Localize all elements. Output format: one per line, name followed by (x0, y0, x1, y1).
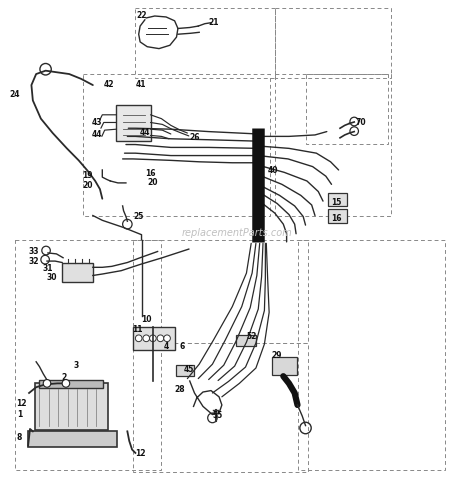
Bar (236, 336, 256, 346)
Bar (133, 240, 308, 343)
Circle shape (62, 380, 70, 387)
Bar (275, 75, 391, 216)
Text: 42: 42 (104, 80, 114, 89)
Text: 12: 12 (136, 448, 146, 457)
Text: 10: 10 (141, 314, 152, 324)
Text: replacementParts.com: replacementParts.com (182, 228, 292, 238)
Text: 44: 44 (140, 128, 151, 137)
Text: 20: 20 (82, 180, 93, 190)
Bar (28, 432, 117, 447)
Text: 19: 19 (82, 171, 93, 180)
Bar (175, 365, 193, 376)
Text: 1: 1 (17, 409, 22, 418)
Text: 4: 4 (163, 341, 168, 350)
Bar (62, 263, 93, 282)
Text: 6: 6 (179, 341, 184, 350)
Text: 8: 8 (17, 432, 22, 441)
Circle shape (157, 335, 164, 342)
Text: 3: 3 (73, 360, 79, 369)
Bar (117, 106, 151, 142)
Text: 16: 16 (145, 168, 155, 178)
Text: 44: 44 (92, 129, 102, 138)
Bar (133, 327, 174, 350)
Text: 33: 33 (29, 246, 39, 255)
Text: 12: 12 (16, 398, 27, 407)
Text: 16: 16 (331, 214, 342, 223)
Text: 24: 24 (9, 90, 19, 98)
Text: 40: 40 (268, 166, 278, 175)
Circle shape (150, 335, 156, 342)
Text: 22: 22 (137, 11, 147, 20)
Bar (15, 240, 161, 470)
Text: 29: 29 (272, 350, 282, 360)
Text: 32: 32 (29, 256, 39, 265)
Bar (83, 75, 270, 216)
Bar (39, 380, 103, 388)
Circle shape (143, 335, 150, 342)
Circle shape (43, 380, 51, 387)
Bar (299, 240, 445, 470)
Bar (275, 9, 391, 79)
Text: 21: 21 (209, 18, 219, 27)
Bar (328, 210, 346, 223)
Circle shape (164, 335, 170, 342)
Bar (136, 9, 275, 79)
Text: 26: 26 (190, 132, 200, 142)
Text: 15: 15 (331, 197, 342, 206)
Text: 45: 45 (184, 364, 194, 373)
Bar (328, 193, 346, 207)
Text: 25: 25 (133, 212, 144, 220)
Text: 11: 11 (132, 324, 143, 333)
Text: 43: 43 (92, 118, 102, 127)
Text: 55: 55 (212, 410, 223, 419)
Text: 28: 28 (174, 384, 185, 393)
Text: 52: 52 (246, 331, 257, 340)
Bar (273, 357, 297, 375)
Circle shape (136, 335, 142, 342)
Text: 70: 70 (355, 118, 366, 127)
Text: 41: 41 (136, 80, 146, 89)
Bar (306, 75, 388, 144)
Bar (133, 343, 308, 472)
Text: 31: 31 (42, 263, 53, 272)
Text: 20: 20 (147, 178, 158, 187)
Bar (35, 384, 108, 431)
Text: 30: 30 (47, 273, 57, 282)
Text: 2: 2 (62, 372, 67, 381)
